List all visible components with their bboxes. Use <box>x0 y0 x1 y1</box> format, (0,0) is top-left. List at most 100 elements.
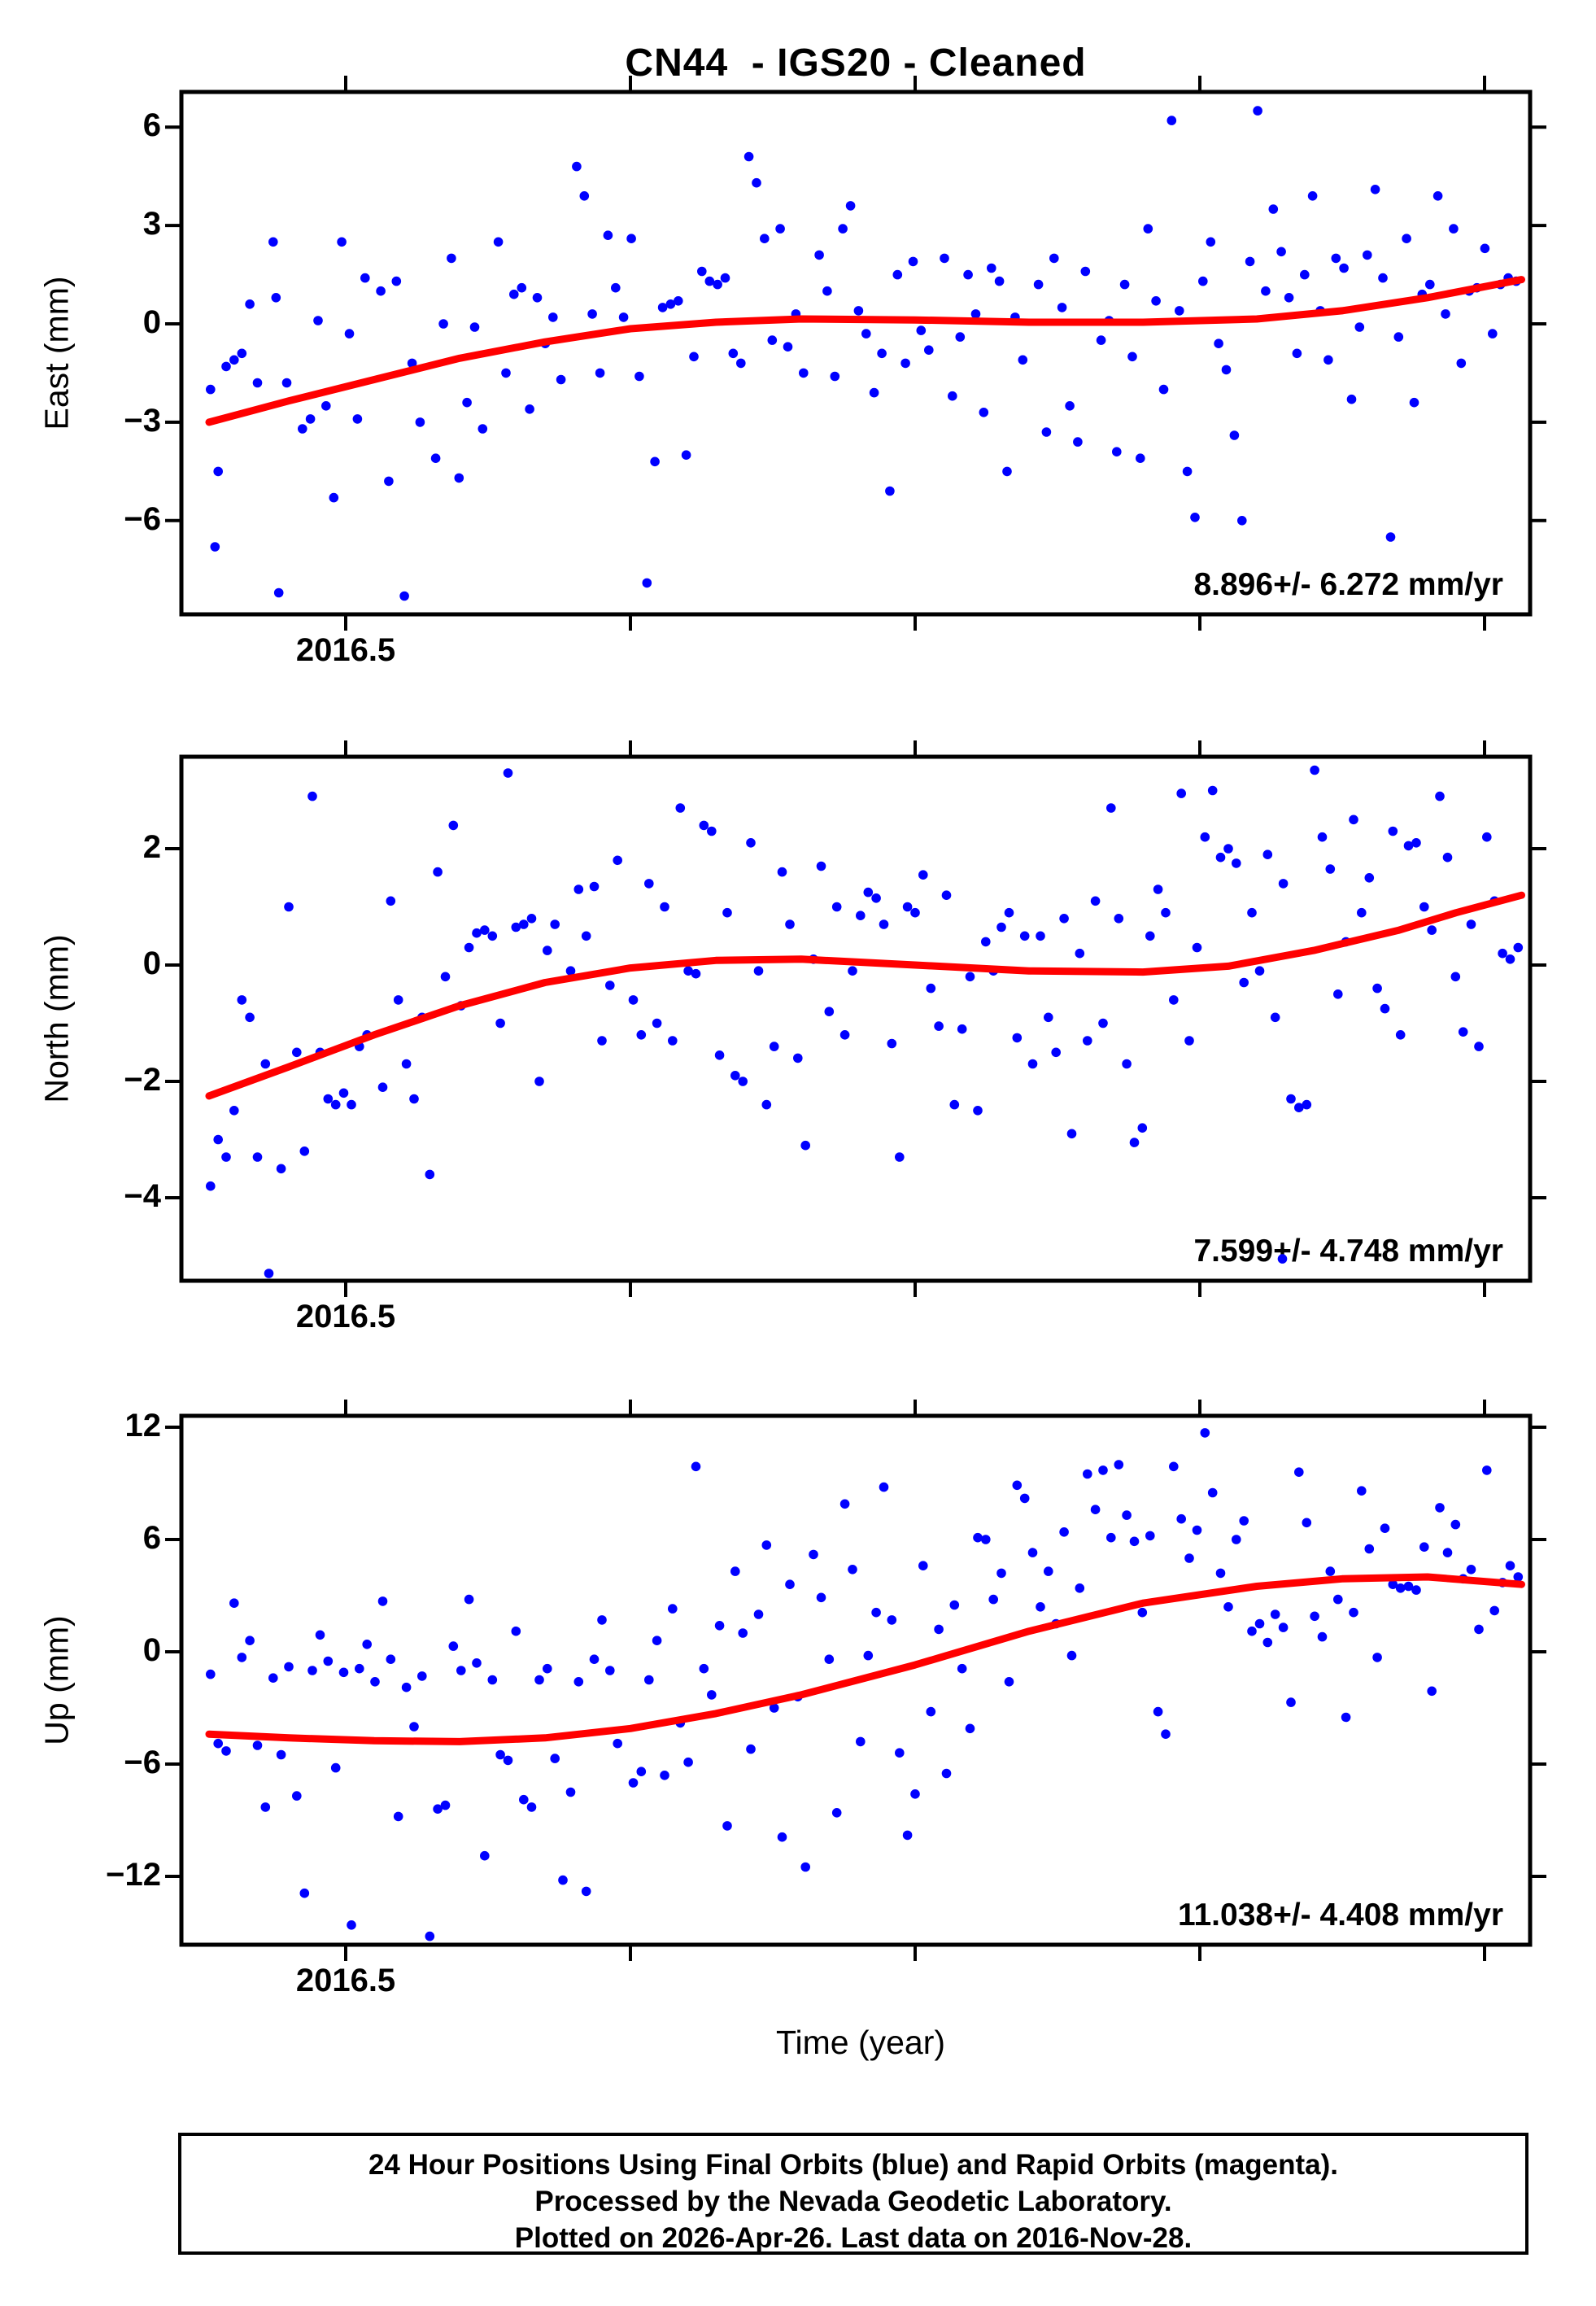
data-point-north <box>871 893 881 903</box>
data-point-up <box>284 1662 294 1672</box>
data-point-up <box>910 1789 920 1799</box>
data-point-east <box>1151 296 1161 306</box>
data-point-north <box>769 1042 779 1051</box>
y-tick-label-up: 6 <box>142 1520 161 1556</box>
page-title: CN44 - IGS20 - Cleaned <box>625 41 1087 85</box>
data-point-up <box>1019 1493 1030 1504</box>
data-point-north <box>831 902 842 912</box>
data-point-up <box>973 1532 983 1543</box>
data-point-up <box>338 1667 349 1678</box>
data-point-north <box>1411 838 1421 848</box>
data-point-north <box>848 966 857 976</box>
data-point-east <box>587 309 597 319</box>
data-point-up <box>605 1666 615 1675</box>
data-point-north <box>1122 1059 1132 1069</box>
data-point-up <box>370 1677 380 1687</box>
panel-frame-up <box>179 1413 1533 1947</box>
data-point-east <box>1385 532 1396 542</box>
data-point-up <box>558 1875 568 1885</box>
data-point-east <box>1268 204 1279 214</box>
data-point-north <box>1232 858 1241 868</box>
data-point-east <box>767 335 778 345</box>
data-point-east <box>885 486 895 496</box>
data-point-east <box>838 224 848 234</box>
data-point-north <box>1270 1012 1280 1023</box>
data-point-north <box>895 1152 905 1162</box>
data-point-north <box>613 855 622 866</box>
data-point-up <box>1059 1527 1069 1537</box>
data-point-up <box>652 1636 662 1645</box>
data-point-north <box>1200 832 1210 842</box>
data-point-east <box>237 348 247 359</box>
data-point-up <box>511 1626 521 1636</box>
data-point-up <box>863 1650 874 1661</box>
data-point-east <box>1143 224 1153 234</box>
data-point-east <box>1480 243 1490 254</box>
data-point-north <box>511 922 521 932</box>
data-point-north <box>229 1106 239 1116</box>
data-point-up <box>965 1723 975 1734</box>
y-tick-label-north: 0 <box>142 946 161 981</box>
data-point-east <box>477 424 488 434</box>
data-point-north <box>1223 844 1233 854</box>
data-point-east <box>830 371 840 382</box>
data-point-up <box>1176 1513 1186 1524</box>
data-point-east <box>1284 293 1294 303</box>
data-point-up <box>1395 1583 1406 1593</box>
data-point-up <box>824 1654 835 1664</box>
data-point-up <box>1114 1460 1124 1470</box>
data-point-north <box>996 922 1006 932</box>
data-point-up <box>1036 1602 1045 1612</box>
data-point-up <box>1442 1548 1453 1557</box>
data-point-north <box>1310 765 1319 775</box>
data-point-east <box>775 224 785 234</box>
data-point-up <box>1262 1637 1273 1648</box>
data-point-up <box>1435 1503 1445 1513</box>
data-point-east <box>900 358 910 369</box>
data-point-north <box>1513 942 1524 953</box>
data-point-north <box>543 946 552 955</box>
data-point-east <box>525 404 534 414</box>
data-point-east <box>713 279 722 290</box>
x-axis-label: Time (year) <box>775 2024 946 2061</box>
data-point-east <box>469 322 480 332</box>
y-tick-label-up: −12 <box>106 1857 161 1893</box>
data-point-north <box>816 861 826 871</box>
data-point-east <box>861 329 871 338</box>
data-point-north <box>714 1050 725 1060</box>
data-point-east <box>509 289 519 299</box>
data-point-up <box>1474 1624 1484 1635</box>
data-point-north <box>699 820 709 831</box>
data-point-up <box>1122 1510 1132 1520</box>
data-point-east <box>438 319 448 329</box>
data-point-north <box>1239 977 1249 988</box>
data-point-up <box>988 1594 998 1605</box>
data-point-east <box>940 253 949 264</box>
data-point-north <box>292 1047 302 1058</box>
data-point-north <box>1302 1099 1312 1110</box>
data-point-north <box>965 972 975 982</box>
data-point-east <box>245 299 255 309</box>
data-point-north <box>1505 954 1515 964</box>
caption-box: 24 Hour Positions Using Final Orbits (bl… <box>178 2133 1528 2255</box>
y-tick-label-north: −4 <box>124 1178 161 1214</box>
data-point-up <box>848 1565 857 1574</box>
data-point-up <box>237 1653 247 1662</box>
data-point-east <box>281 378 292 388</box>
data-point-north <box>565 966 576 976</box>
data-point-north <box>707 826 717 836</box>
data-point-north <box>480 925 490 935</box>
data-point-east <box>1198 276 1208 286</box>
data-point-east <box>1073 437 1083 447</box>
data-point-up <box>949 1600 960 1610</box>
data-point-up <box>550 1754 560 1763</box>
data-point-east <box>572 161 582 172</box>
data-point-north <box>448 820 459 831</box>
data-point-north <box>573 884 584 894</box>
data-point-east <box>313 316 323 325</box>
data-point-up <box>895 1748 905 1758</box>
data-point-up <box>800 1862 810 1872</box>
data-point-east <box>384 476 394 487</box>
data-point-up <box>252 1740 263 1750</box>
